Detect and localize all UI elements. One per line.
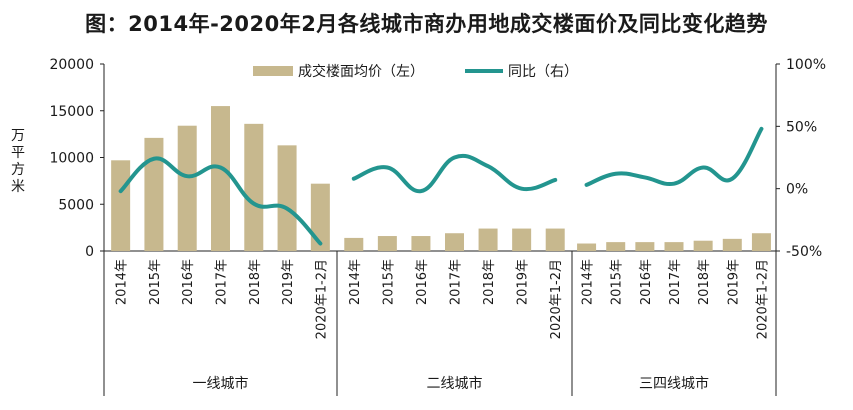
left-tick-label: 0 — [85, 244, 94, 260]
yoy-line — [118, 156, 323, 246]
line-series — [118, 126, 764, 246]
bar — [277, 145, 297, 251]
bar — [310, 183, 330, 251]
bar — [111, 160, 131, 251]
yoy-line — [351, 153, 558, 194]
bar — [577, 243, 597, 251]
bar — [512, 228, 532, 251]
left-tick-label: 15000 — [49, 104, 94, 120]
x-tick-label: 2017年 — [215, 259, 230, 305]
right-tick-label: 100% — [786, 57, 826, 73]
right-tick-label: 0% — [786, 182, 808, 198]
group-label: 二线城市 — [427, 375, 483, 392]
x-tick-label: 2017年 — [449, 259, 464, 305]
x-tick-label: 2016年 — [639, 259, 654, 305]
y-axis-title-char: 米 — [11, 179, 25, 195]
x-tick-label: 2020年1-2月 — [549, 259, 564, 339]
x-tick-label: 2016年 — [181, 259, 196, 305]
group-label: 一线城市 — [193, 375, 249, 392]
x-tick-label: 2019年 — [726, 259, 741, 305]
chart-axes — [100, 63, 780, 396]
legend: 成交楼面均价（左） 同比（右） — [253, 63, 578, 80]
bar — [211, 106, 230, 251]
bar — [722, 238, 742, 251]
x-tick-label: 2015年 — [381, 259, 396, 305]
bar — [177, 125, 197, 251]
bar — [693, 240, 713, 251]
y-axis-title-char: 方 — [11, 162, 25, 178]
x-tick-label: 2016年 — [415, 259, 430, 305]
x-tick-label: 2018年 — [248, 259, 263, 305]
bar — [377, 236, 397, 251]
right-tick-label: -50% — [786, 244, 822, 260]
y-axis-title-char: 平 — [11, 145, 25, 161]
x-tick-label: 2018年 — [482, 259, 497, 305]
x-tick-label: 2020年1-2月 — [314, 259, 329, 339]
x-tick-label: 2020年1-2月 — [755, 259, 770, 339]
x-tick-label: 2018年 — [697, 259, 712, 305]
bar — [411, 236, 431, 251]
bar — [751, 233, 771, 251]
bar — [635, 242, 655, 251]
x-tick-label: 2015年 — [610, 259, 625, 305]
y-axis-title-char: 万 — [11, 128, 25, 144]
left-tick-label: 5000 — [58, 197, 94, 213]
left-tick-label: 20000 — [49, 57, 94, 73]
bar — [445, 233, 464, 251]
bar — [344, 237, 364, 251]
bar — [606, 242, 626, 251]
bar — [144, 137, 164, 251]
x-tick-label: 2017年 — [668, 259, 683, 305]
x-tick-label: 2019年 — [516, 259, 531, 305]
x-tick-label: 2014年 — [348, 259, 363, 305]
x-tick-label: 2014年 — [581, 259, 596, 305]
right-tick-label: 50% — [786, 119, 817, 135]
bar-series — [111, 106, 771, 251]
chart-title: 图：2014年-2020年2月各线城市商办用地成交楼面价及同比变化趋势 — [85, 12, 768, 36]
group-label: 三四线城市 — [639, 375, 709, 392]
bar — [545, 228, 565, 251]
yoy-line — [584, 126, 764, 187]
x-tick-label: 2014年 — [115, 259, 130, 305]
bar — [478, 228, 498, 251]
left-tick-label: 10000 — [49, 151, 94, 167]
legend-bar-swatch — [253, 66, 293, 76]
legend-bar-label: 成交楼面均价（左） — [298, 63, 424, 80]
bar — [664, 242, 684, 251]
legend-line-label: 同比（右） — [508, 64, 578, 80]
x-tick-label: 2019年 — [281, 259, 296, 305]
x-tick-label: 2015年 — [148, 259, 163, 305]
bar — [244, 123, 264, 251]
